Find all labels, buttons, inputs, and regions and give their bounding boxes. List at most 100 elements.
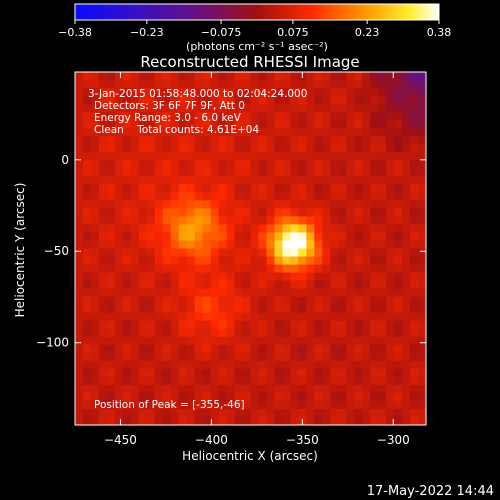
heatmap-pixel [90,224,100,233]
heatmap-pixel [162,160,172,169]
heatmap-pixel [418,368,427,378]
heatmap-pixel [98,136,108,145]
heatmap-pixel [250,160,259,169]
heatmap-pixel [170,160,180,169]
heatmap-pixel [378,352,387,362]
heatmap-pixel [122,200,132,209]
heatmap-pixel [194,96,204,105]
heatmap-pixel [250,224,259,233]
heatmap-pixel [114,344,124,354]
heatmap-pixel [218,216,228,225]
heatmap-pixel [202,240,212,249]
heatmap-pixel [218,376,228,386]
heatmap-pixel [410,152,419,161]
heatmap-pixel [266,272,275,282]
heatmap-pixel [242,416,251,426]
heatmap-pixel [338,272,347,282]
heatmap-pixel [378,384,387,394]
heatmap-pixel [242,296,251,306]
heatmap-pixel [306,392,315,402]
heatmap-pixel [170,176,180,185]
heatmap-pixel [210,88,220,97]
heatmap-pixel [298,248,307,258]
heatmap-pixel [386,368,395,378]
heatmap-pixel [226,224,236,233]
heatmap-pixel [338,408,347,418]
heatmap-pixel [106,216,116,225]
heatmap-pixel [226,192,236,201]
heatmap-pixel [330,368,339,378]
heatmap-pixel [114,336,124,346]
heatmap-pixel [170,184,180,193]
heatmap-pixel [250,264,259,274]
heatmap-pixel [298,168,307,177]
heatmap-pixel [362,80,371,89]
heatmap-pixel [178,216,188,225]
heatmap-pixel [402,416,411,426]
heatmap-pixel [418,128,427,137]
heatmap-pixel [75,200,84,209]
heatmap-pixel [90,88,100,97]
heatmap-pixel [138,408,148,418]
heatmap-pixel [330,152,339,161]
heatmap-pixel [226,296,236,306]
heatmap-pixel [274,120,283,129]
heatmap-pixel [226,96,236,105]
heatmap-pixel [362,184,371,193]
heatmap-pixel [122,232,132,241]
heatmap-pixel [306,320,315,330]
heatmap-pixel [186,256,196,266]
heatmap-pixel [194,288,204,298]
heatmap-pixel [122,400,132,410]
heatmap-pixel [146,352,156,362]
heatmap-pixel [114,272,124,282]
heatmap-pixel [186,160,196,169]
heatmap-pixel [218,184,228,193]
heatmap-pixel [146,88,156,97]
heatmap-pixel [250,304,259,314]
heatmap-pixel [186,328,196,338]
heatmap-pixel [82,376,92,386]
heatmap-pixel [402,176,411,185]
heatmap-pixel [242,216,251,225]
heatmap-pixel [290,376,299,386]
heatmap-pixel [394,240,403,249]
heatmap-pixel [162,168,172,177]
heatmap-pixel [402,192,411,201]
heatmap-pixel [274,152,283,161]
heatmap-pixel [210,80,220,89]
heatmap-pixel [418,240,427,249]
heatmap-pixel [234,184,244,193]
heatmap-pixel [258,200,267,209]
heatmap-pixel [178,256,188,266]
heatmap-pixel [114,208,124,217]
heatmap-pixel [410,344,419,354]
heatmap-pixel [258,392,267,402]
heatmap-pixel [354,280,363,290]
heatmap-pixel [258,240,267,249]
heatmap-pixel [202,416,212,426]
heatmap-pixel [82,152,92,161]
heatmap-pixel [378,368,387,378]
heatmap-pixel [354,328,363,338]
heatmap-pixel [170,408,180,418]
heatmap-pixel [298,120,307,129]
heatmap-pixel [338,320,347,330]
heatmap-pixel [258,224,267,233]
heatmap-pixel [75,240,84,249]
heatmap-pixel [258,168,267,177]
heatmap-pixel [258,144,267,153]
heatmap-pixel [194,168,204,177]
heatmap-pixel [202,352,212,362]
heatmap-pixel [354,288,363,298]
heatmap-pixel [114,88,124,97]
heatmap-pixel [418,384,427,394]
heatmap-pixel [130,224,140,233]
heatmap-pixel [178,88,188,97]
heatmap-pixel [186,264,196,274]
heatmap-pixel [234,312,244,322]
heatmap-pixel [98,376,108,386]
heatmap-pixel [370,296,379,306]
heatmap-pixel [130,336,140,346]
heatmap-pixel [130,264,140,274]
